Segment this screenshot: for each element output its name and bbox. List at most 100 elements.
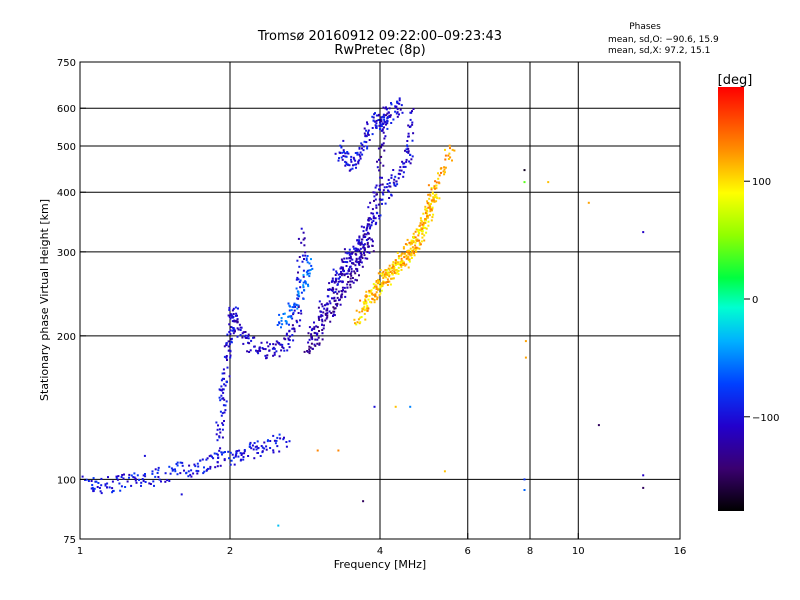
scatter-point — [371, 297, 374, 300]
scatter-point — [296, 297, 299, 300]
scatter-point — [317, 317, 320, 320]
scatter-point — [409, 162, 412, 165]
scatter-point — [369, 201, 372, 204]
scatter-point — [376, 212, 379, 215]
scatter-point — [420, 227, 423, 230]
scatter-point — [285, 334, 288, 337]
scatter-point — [313, 321, 315, 324]
scatter-point — [311, 267, 314, 270]
scatter-point — [303, 350, 306, 353]
scatter-point — [448, 144, 451, 147]
scatter-point — [350, 155, 353, 158]
scatter-point — [400, 254, 403, 257]
scatter-point — [366, 123, 369, 126]
scatter-point — [236, 314, 238, 317]
scatter-point — [408, 258, 411, 261]
scatter-point — [375, 184, 378, 187]
scatter-point — [263, 441, 266, 444]
scatter-point — [379, 286, 382, 289]
scatter-point — [430, 202, 432, 205]
scatter-point — [371, 127, 374, 129]
scatter-point — [400, 264, 402, 266]
scatter-point — [207, 467, 209, 470]
scatter-point — [321, 329, 324, 331]
scatter-point — [396, 261, 399, 264]
scatter-point — [370, 224, 373, 227]
scatter-point — [383, 275, 386, 278]
scatter-point — [128, 476, 130, 479]
scatter-point — [294, 305, 297, 308]
scatter-point — [230, 313, 233, 316]
scatter-point — [349, 277, 352, 280]
scatter-point — [269, 447, 272, 449]
scatter-point — [370, 301, 373, 304]
scatter-point — [375, 193, 378, 196]
scatter-point — [301, 260, 304, 263]
scatter-point — [135, 481, 138, 484]
scatter-point — [152, 480, 155, 483]
scatter-point — [218, 436, 221, 439]
scatter-point — [426, 200, 429, 203]
scatter-point — [385, 122, 388, 125]
scatter-point — [311, 338, 314, 341]
scatter-point — [362, 307, 365, 310]
scatter-point — [380, 120, 383, 123]
scatter-point — [287, 302, 290, 305]
scatter-point — [342, 149, 345, 152]
scatter-point — [363, 305, 366, 308]
scatter-point — [403, 256, 406, 259]
scatter-point — [416, 239, 419, 242]
scatter-point — [181, 461, 184, 464]
scatter-point — [418, 243, 421, 246]
scatter-point — [357, 260, 360, 263]
scatter-point — [370, 212, 373, 215]
scatter-point — [373, 191, 376, 194]
scatter-point — [274, 442, 277, 445]
scatter-point — [333, 307, 336, 310]
scatter-point — [411, 121, 414, 124]
scatter-point — [360, 252, 362, 255]
scatter-point — [370, 218, 373, 221]
scatter-point — [144, 473, 146, 475]
scatter-point — [280, 326, 282, 329]
scatter-point — [407, 151, 410, 154]
scatter-point — [174, 468, 176, 471]
scatter-point — [376, 298, 379, 301]
scatter-point — [292, 339, 295, 342]
scatter-point — [394, 262, 397, 265]
scatter-point — [391, 272, 393, 275]
scatter-point — [409, 111, 412, 114]
scatter-point — [400, 262, 403, 264]
scatter-point — [310, 334, 313, 337]
scatter-point — [335, 278, 337, 281]
scatter-point — [283, 349, 286, 352]
scatter-point — [372, 216, 375, 219]
scatter-point — [118, 482, 121, 485]
scatter-point — [385, 273, 388, 276]
scatter-point — [112, 489, 115, 492]
scatter-point — [115, 477, 118, 479]
scatter-point — [263, 447, 266, 450]
scatter-point — [297, 271, 299, 274]
scatter-point — [382, 282, 385, 285]
scatter-point — [387, 189, 389, 192]
scatter-point — [99, 490, 102, 493]
scatter-point — [232, 327, 235, 329]
scatter-point — [328, 300, 331, 303]
scatter-point — [430, 188, 433, 191]
scatter-point — [363, 132, 366, 135]
scatter-point — [388, 268, 391, 271]
colorbar-ticks: 100 0 −100 — [744, 177, 779, 424]
scatter-point — [223, 458, 226, 461]
scatter-point — [362, 149, 365, 152]
scatter-point — [395, 263, 398, 266]
scatter-point — [286, 349, 289, 352]
scatter-point — [151, 472, 154, 475]
scatter-point — [383, 116, 386, 119]
scatter-point — [347, 152, 350, 155]
scatter-point — [425, 207, 428, 210]
scatter-point — [107, 476, 109, 479]
scatter-point — [320, 314, 323, 317]
scatter-point — [435, 193, 438, 196]
scatter-point — [352, 245, 355, 248]
